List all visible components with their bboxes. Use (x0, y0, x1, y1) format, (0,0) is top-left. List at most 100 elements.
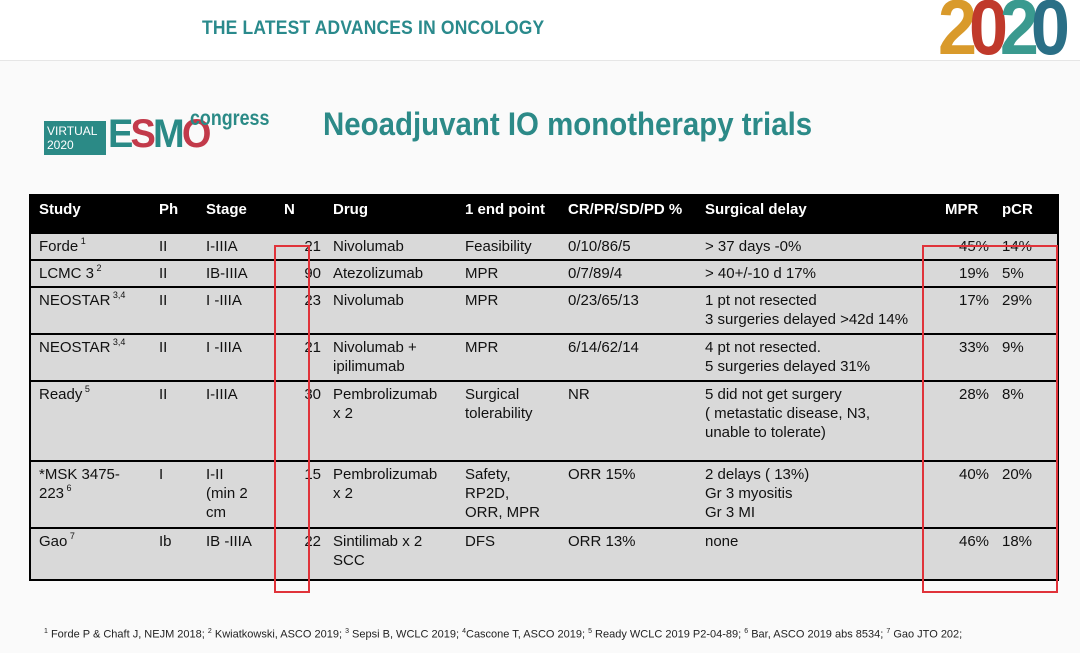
cell-response: NR (560, 380, 697, 461)
cell-drug: Nivolumab + ipilimumab (325, 333, 457, 381)
cell-text: 19% (959, 265, 990, 282)
cell-text: II (159, 339, 168, 356)
cell-pcr: 14% (994, 232, 1059, 260)
references-footnote: 1 Forde P & Chaft J, NEJM 2018; 2 Kwiatk… (44, 624, 1044, 643)
cell-text: 5 did not get surgery (705, 386, 842, 403)
cell-text: ( metastatic disease, N3, (705, 405, 871, 422)
table-row: LCMC 3 2 II IB-IIIA 90 Atezolizumab MPR 0/7/89… (29, 259, 1059, 287)
cell-text: NEOSTAR (39, 339, 111, 356)
cell-text: 20% (1002, 466, 1033, 483)
cell-stage: IB-IIIA (198, 259, 276, 287)
cell-drug: Sintilimab x 2 SCC (325, 527, 457, 581)
table-row: NEOSTAR 3,4 II I -IIIA 21 Nivolumab + ipilimu… (29, 333, 1059, 381)
cell-response: 6/14/62/14 (560, 333, 697, 381)
cell-ph: II (151, 380, 198, 461)
esmo-logo: ESMO (108, 112, 212, 156)
cell-text: ORR, MPR (465, 504, 540, 521)
cell-text: cm (206, 504, 226, 521)
cell-text: ipilimumab (333, 358, 405, 375)
cell-delay: > 37 days -0% (697, 232, 937, 260)
cell-n: 90 (276, 259, 325, 287)
cell-delay: > 40+/-10 d 17% (697, 259, 937, 287)
cell-text: RP2D, (465, 485, 510, 502)
cell-text: 8% (1002, 386, 1024, 403)
footnote-text: Gao JTO 202; (890, 628, 963, 641)
cell-text: Ready (39, 386, 83, 403)
table-row: Gao 7 Ib IB -IIIA 22 Sintilimab x 2 SCC DFS ORR… (29, 527, 1059, 581)
esmo-letter: S (130, 112, 156, 156)
cell-pcr: 20% (994, 460, 1059, 528)
cell-pcr: 29% (994, 286, 1059, 334)
cell-study: LCMC 3 2 (29, 259, 151, 287)
header-drug: Drug (325, 194, 457, 233)
cell-text: 21 (304, 339, 321, 356)
header-mpr: MPR (937, 194, 994, 233)
banner-title: THE LATEST ADVANCES IN ONCOLOGY (202, 18, 545, 39)
cell-text: 45% (959, 238, 990, 255)
footnote-marker: 7 (886, 628, 891, 635)
cell-n: 15 (276, 460, 325, 528)
cell-study: *MSK 3475- 223 6 (29, 460, 151, 528)
cell-text: 9% (1002, 339, 1024, 356)
cell-text: 0/7/89/4 (568, 265, 623, 282)
table-header-row: Study Ph Stage N Drug 1 end point CR/PR/… (29, 194, 1059, 233)
cell-text: II (159, 292, 168, 309)
cell-text: Nivolumab + (333, 339, 417, 356)
cell-text: Gr 3 MI (705, 504, 756, 521)
slide-title: Neoadjuvant IO monotherapy trials (323, 106, 813, 142)
reference-superscript: 5 (82, 384, 90, 394)
cell-ph: I (151, 460, 198, 528)
cell-text: x 2 (333, 405, 354, 422)
cell-endpoint: DFS (457, 527, 560, 581)
table-row: *MSK 3475- 223 6 I I-II (min 2 cm 15 Pembrolizu… (29, 460, 1059, 528)
cell-endpoint: Surgical tolerability (457, 380, 560, 461)
table-row: NEOSTAR 3,4 II I -IIIA 23 Nivolumab MPR 0/23/6… (29, 286, 1059, 334)
footnote-text: Ready WCLC 2019 P2-04-89; (592, 628, 745, 641)
cell-text: MPR (465, 339, 499, 356)
cell-n: 22 (276, 527, 325, 581)
cell-n: 21 (276, 333, 325, 381)
cell-text: 40% (959, 466, 990, 483)
cell-stage: I -IIIA (198, 333, 276, 381)
cell-text: 5% (1002, 265, 1024, 282)
header-endpoint: 1 end point (457, 194, 560, 233)
cell-text: Nivolumab (333, 292, 404, 309)
footnote-text: Sepsi B, WCLC 2019; (348, 628, 463, 641)
cell-n: 30 (276, 380, 325, 461)
footnote-marker: 1 (44, 628, 48, 635)
cell-text: 21 (304, 238, 321, 255)
cell-mpr: 45% (937, 232, 994, 260)
cell-response: 0/7/89/4 (560, 259, 697, 287)
cell-text: 5 surgeries delayed 31% (705, 358, 871, 375)
cell-study: NEOSTAR 3,4 (29, 286, 151, 334)
footnote-text: Kwiatkowski, ASCO 2019; (211, 628, 346, 641)
cell-pcr: 9% (994, 333, 1059, 381)
header-stage: Stage (198, 194, 276, 233)
cell-text: 4 pt not resected. (705, 339, 821, 356)
cell-text: 223 (39, 485, 65, 502)
cell-text: 1 pt not resected (705, 292, 817, 309)
cell-mpr: 17% (937, 286, 994, 334)
cell-mpr: 33% (937, 333, 994, 381)
cell-text: 46% (959, 533, 990, 550)
cell-text: Pembrolizumab (333, 386, 438, 403)
cell-text: 0/10/86/5 (568, 238, 631, 255)
cell-text: Pembrolizumab (333, 466, 438, 483)
cell-ph: II (151, 286, 198, 334)
cell-text: tolerability (465, 405, 533, 422)
cell-text: I-IIIA (206, 386, 238, 403)
cell-text: *MSK 3475- (39, 466, 120, 483)
cell-drug: Pembrolizumab x 2 (325, 380, 457, 461)
cell-study: Forde 1 (29, 232, 151, 260)
cell-endpoint: MPR (457, 333, 560, 381)
cell-endpoint: Feasibility (457, 232, 560, 260)
cell-text: 30 (304, 386, 321, 403)
cell-ph: II (151, 259, 198, 287)
cell-text: SCC (333, 552, 365, 569)
cell-text: Gao (39, 533, 68, 550)
esmo-letter: O (181, 112, 212, 156)
cell-n: 23 (276, 286, 325, 334)
cell-text: IB-IIIA (206, 265, 248, 282)
header-banner: THE LATEST ADVANCES IN ONCOLOGY 2020 (0, 0, 1080, 66)
cell-text: 28% (959, 386, 990, 403)
